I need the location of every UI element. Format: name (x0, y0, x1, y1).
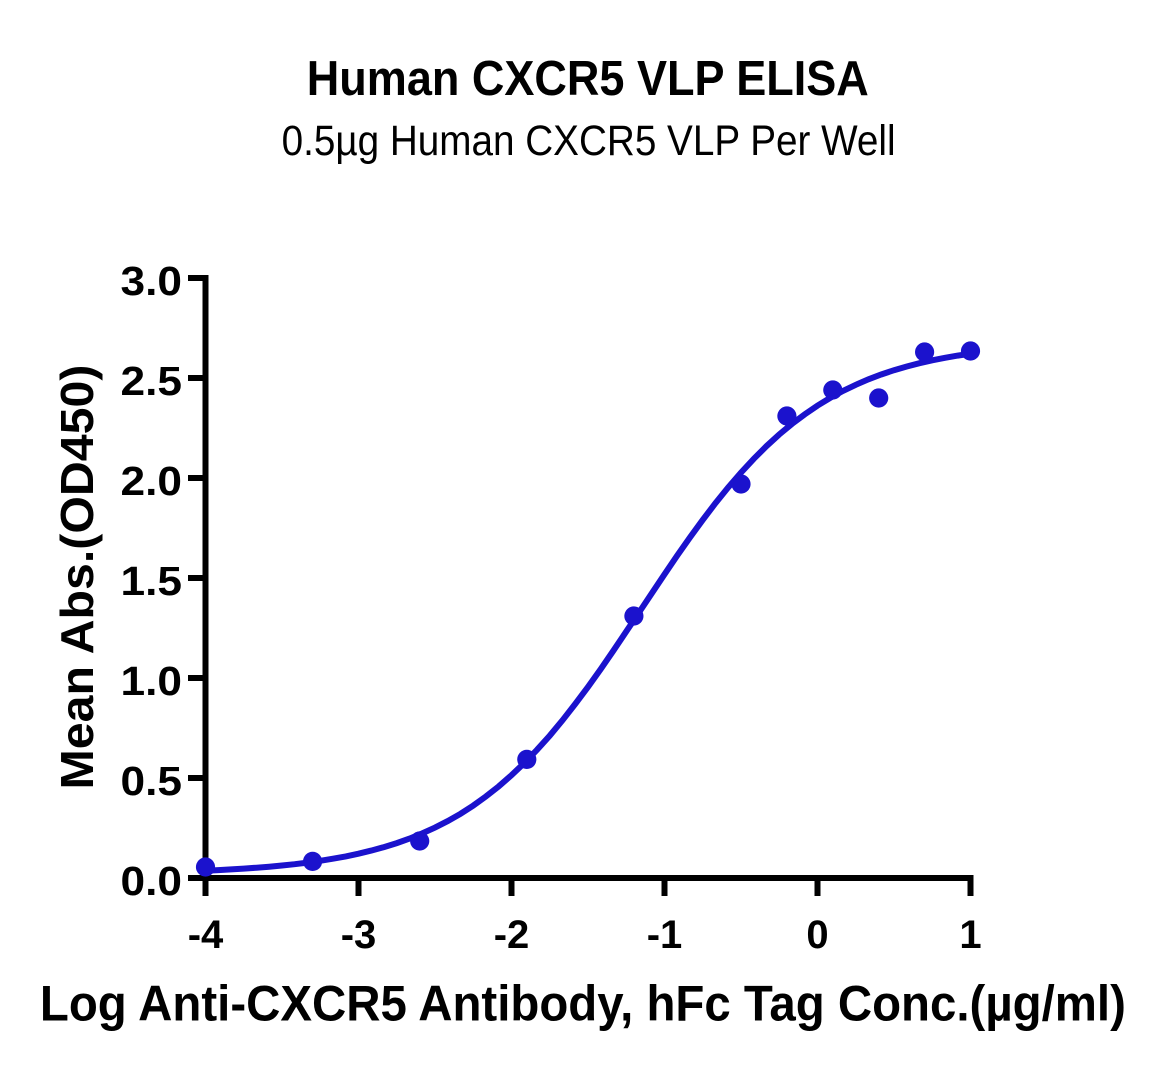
svg-text:Human CXCR5 VLP ELISA: Human CXCR5 VLP ELISA (307, 52, 869, 106)
svg-text:0: 0 (806, 913, 828, 957)
svg-text:3.0: 3.0 (121, 258, 183, 304)
svg-text:0.0: 0.0 (121, 858, 183, 904)
svg-text:0.5µg Human CXCR5 VLP Per Well: 0.5µg Human CXCR5 VLP Per Well (282, 117, 896, 165)
svg-text:1.5: 1.5 (121, 558, 183, 604)
svg-text:Log Anti-CXCR5 Antibody, hFc T: Log Anti-CXCR5 Antibody, hFc Tag Conc.(µ… (40, 976, 1126, 1032)
svg-text:1.0: 1.0 (121, 658, 183, 704)
svg-text:-3: -3 (341, 913, 377, 957)
svg-text:1: 1 (959, 913, 981, 957)
svg-text:0.5: 0.5 (121, 758, 183, 804)
svg-text:2.5: 2.5 (121, 358, 183, 404)
svg-text:2.0: 2.0 (121, 458, 183, 504)
svg-text:Mean Abs.(OD450): Mean Abs.(OD450) (51, 365, 103, 790)
svg-text:-1: -1 (647, 913, 683, 957)
svg-text:-2: -2 (494, 913, 530, 957)
svg-text:-4: -4 (188, 913, 224, 957)
